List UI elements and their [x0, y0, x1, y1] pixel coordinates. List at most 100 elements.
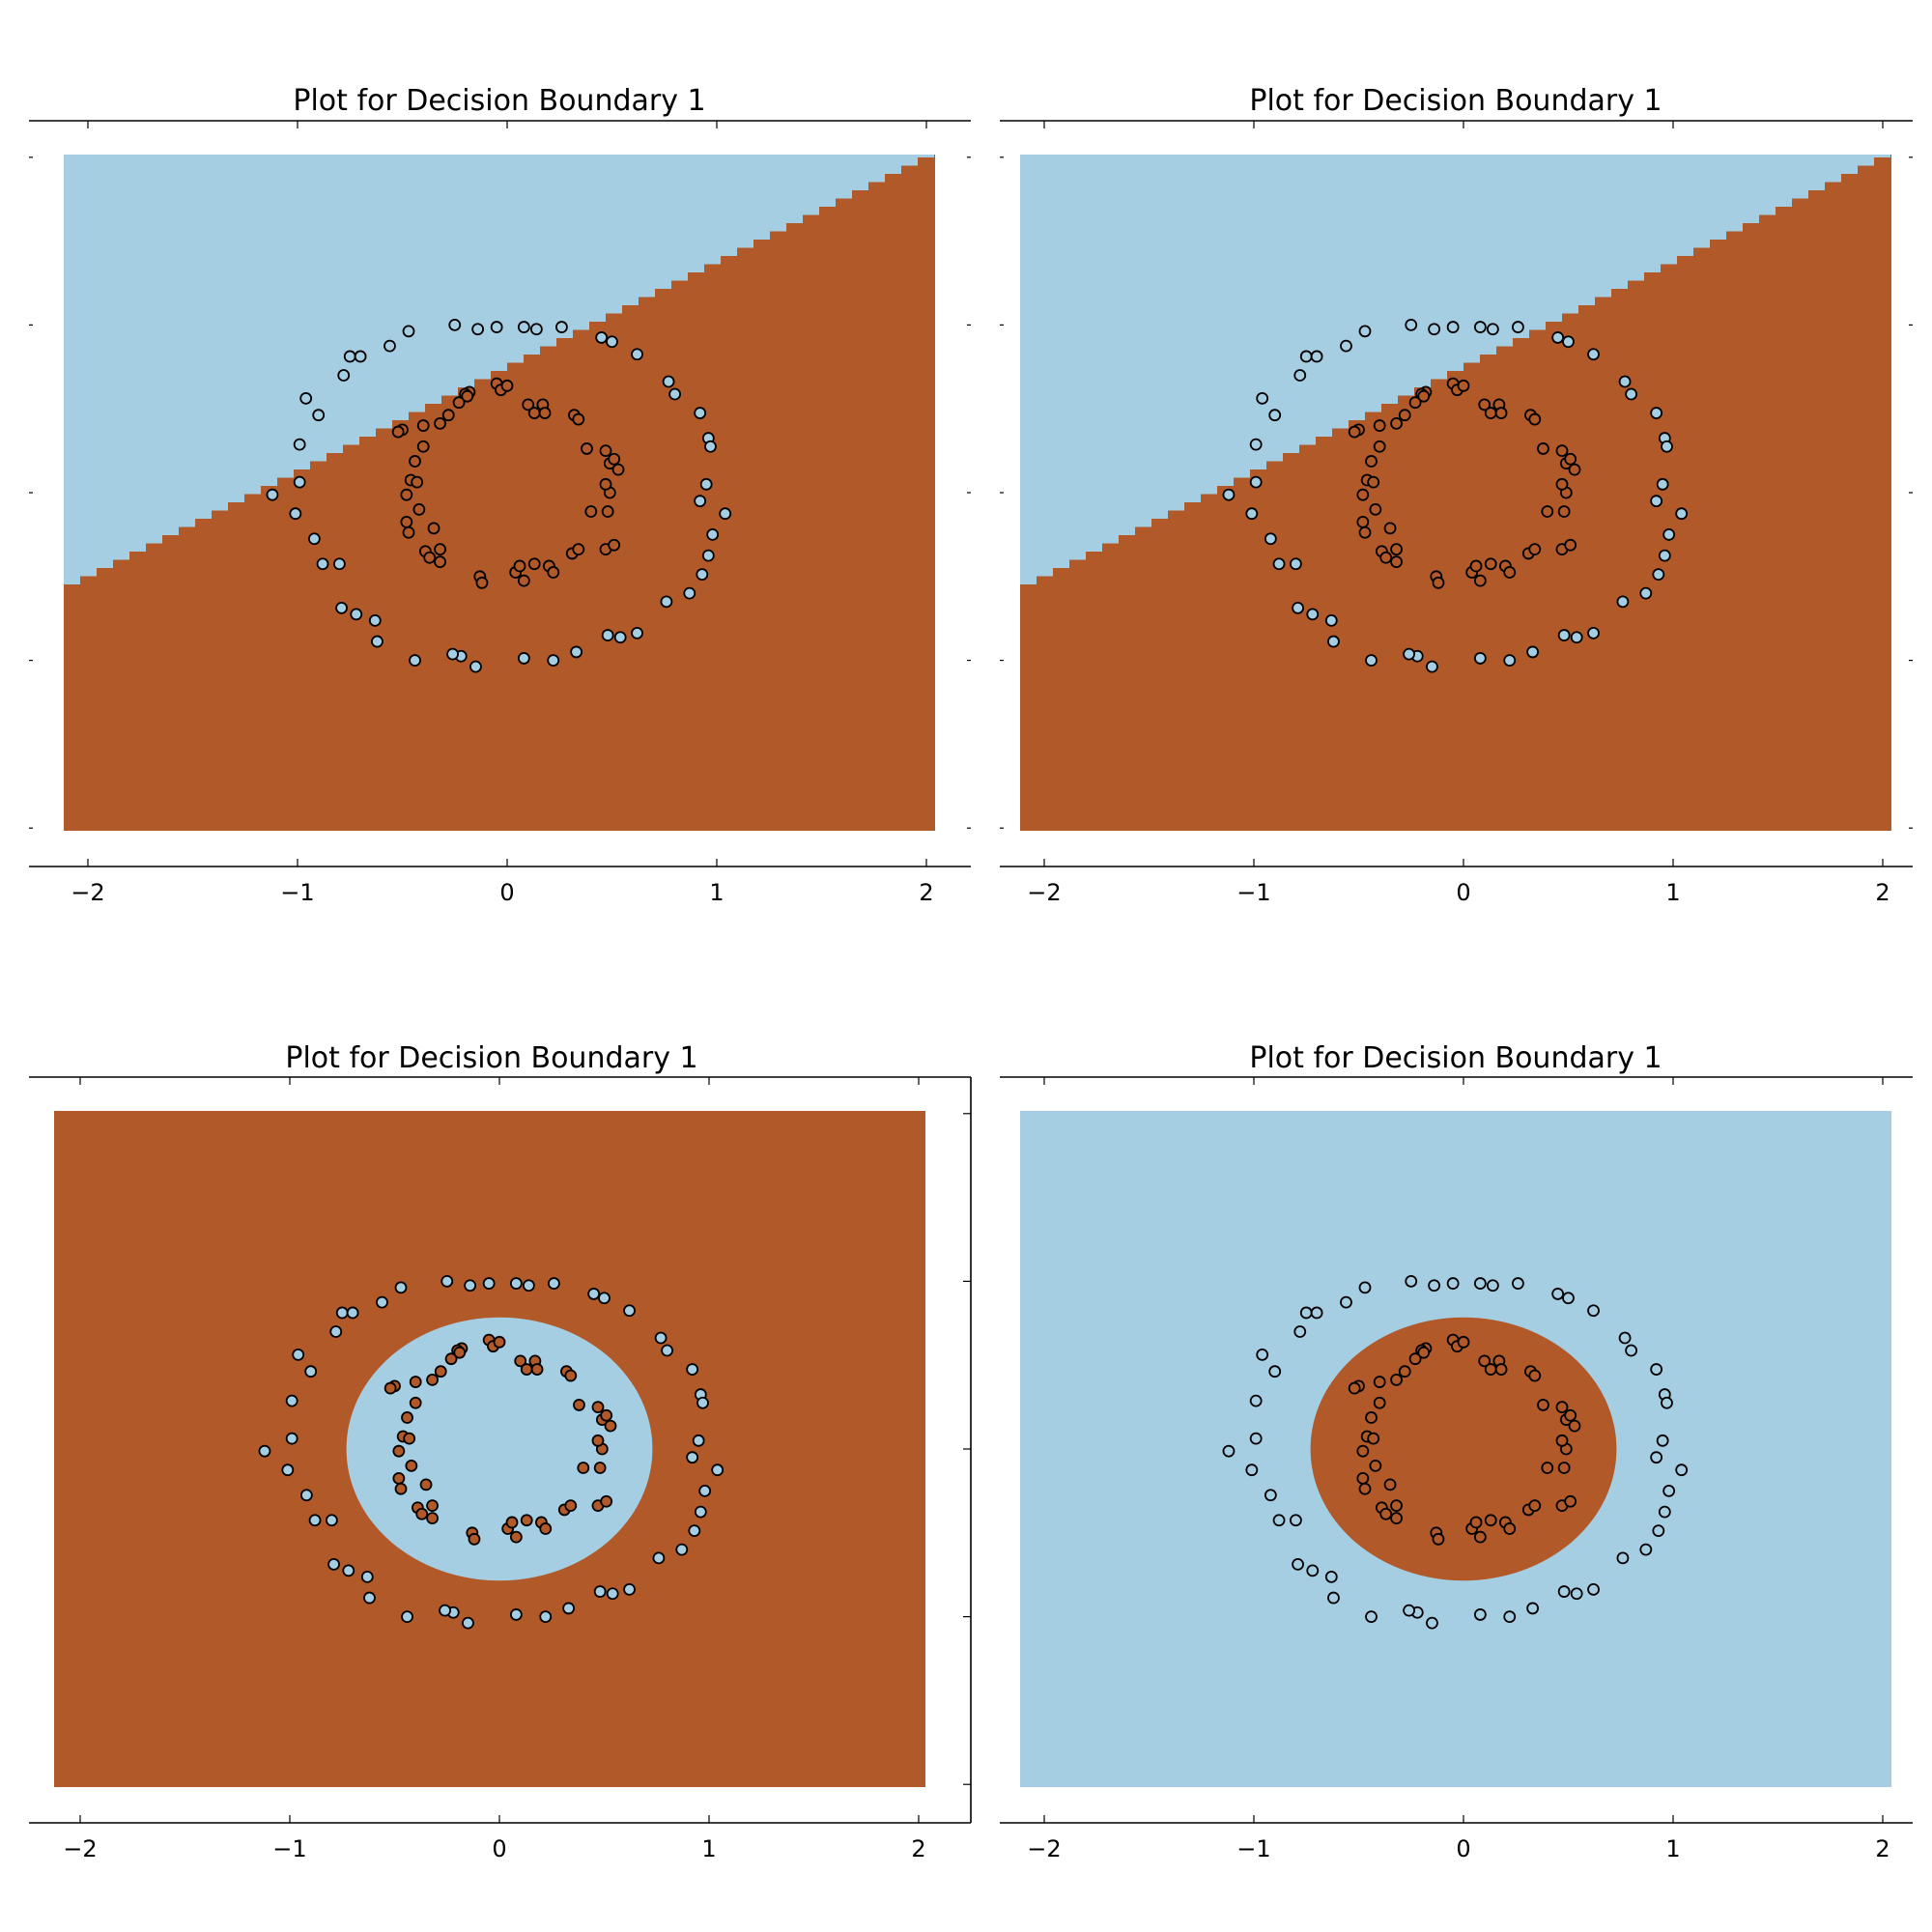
data-point-inner — [1390, 543, 1403, 555]
data-point-outer — [281, 1463, 295, 1477]
data-point-inner — [1555, 1401, 1569, 1413]
data-point-inner — [392, 1471, 406, 1485]
data-point-outer — [1557, 629, 1571, 641]
data-point-outer — [539, 1610, 553, 1623]
data-point-outer — [686, 1363, 699, 1376]
data-point-inner — [1557, 505, 1571, 518]
data-point-outer — [711, 1463, 724, 1477]
data-point-outer — [1324, 613, 1338, 627]
plot-area — [64, 155, 935, 831]
x-tick-label: −1 — [1236, 879, 1270, 906]
subplot-title: Plot for Decision Boundary 1 — [1249, 1041, 1662, 1075]
data-point-outer — [350, 608, 363, 621]
data-point-inner — [1564, 1494, 1577, 1508]
data-point-outer — [1658, 549, 1671, 562]
data-point-outer — [696, 568, 709, 582]
data-point-outer — [1473, 652, 1487, 665]
data-point-inner — [500, 379, 514, 392]
data-point-outer — [363, 1591, 376, 1605]
data-point-outer — [1570, 631, 1583, 644]
data-point-inner — [538, 407, 552, 419]
data-point-inner — [468, 1532, 481, 1546]
data-point-outer — [548, 1277, 560, 1290]
data-point-outer — [529, 323, 543, 336]
data-point-outer — [346, 1306, 359, 1320]
data-point-inner — [611, 463, 625, 476]
data-point-outer — [343, 350, 356, 363]
data-point-outer — [446, 647, 459, 661]
subplot-bottom-left: Plot for Decision Boundary 1 −2 −1 0 1 2 — [29, 1041, 972, 1862]
data-point-inner — [505, 1516, 519, 1529]
data-point-inner — [1541, 505, 1554, 518]
region-class-1 — [64, 155, 935, 831]
data-point-outer — [1551, 1288, 1565, 1300]
data-point-inner — [1373, 1396, 1386, 1409]
data-point-outer — [1306, 608, 1320, 621]
data-point-outer — [409, 654, 421, 667]
data-point-outer — [469, 660, 482, 673]
data-point-outer — [285, 1432, 298, 1445]
data-point-outer — [1264, 532, 1277, 546]
data-point-outer — [1327, 635, 1340, 648]
data-point-outer — [623, 1304, 636, 1318]
data-point-outer — [371, 635, 384, 648]
data-point-outer — [661, 1344, 673, 1357]
data-point-inner — [1390, 416, 1403, 430]
data-point-outer — [509, 1277, 523, 1290]
data-point-inner — [572, 412, 585, 426]
data-point-inner — [1503, 1522, 1517, 1535]
data-point-inner — [601, 505, 614, 518]
data-point-outer — [1249, 1394, 1263, 1407]
data-point-inner — [1383, 522, 1397, 535]
data-point-outer — [1512, 1277, 1524, 1290]
data-point-outer — [631, 626, 643, 639]
x-tick-label: −2 — [1027, 1835, 1061, 1862]
data-point-outer — [402, 325, 415, 338]
data-point-outer — [1340, 1295, 1352, 1309]
data-point-outer — [335, 601, 348, 614]
data-point-inner — [419, 1478, 433, 1492]
data-point-outer — [1306, 1564, 1320, 1577]
data-point-inner — [577, 1462, 590, 1474]
data-point-outer — [1473, 321, 1487, 333]
data-point-inner — [547, 566, 560, 579]
data-point-outer — [360, 1570, 374, 1583]
data-point-outer — [1272, 1514, 1286, 1527]
data-point-inner — [1568, 1419, 1581, 1433]
subplot-top-left: Plot for Decision Boundary 1 −2 −1 0 1 2 — [29, 84, 971, 906]
data-point-outer — [1310, 350, 1323, 363]
data-point-outer — [517, 652, 530, 665]
data-point-inner — [600, 1408, 613, 1422]
data-point-inner — [453, 1346, 467, 1359]
data-point-outer — [1256, 1348, 1269, 1361]
data-point-outer — [1428, 1279, 1441, 1293]
data-point-outer — [593, 1585, 607, 1598]
data-point-inner — [452, 396, 466, 410]
data-point-inner — [520, 1514, 533, 1527]
x-tick-label: 2 — [911, 1835, 925, 1862]
data-point-inner — [1457, 1335, 1470, 1349]
data-point-outer — [1245, 507, 1259, 521]
data-point-outer — [376, 1295, 388, 1309]
data-point-outer — [517, 321, 530, 333]
data-point-outer — [1222, 488, 1236, 501]
data-point-inner — [572, 543, 585, 555]
subplot-bottom-right: Plot for Decision Boundary 1 −2 −1 0 1 2 — [1000, 1041, 1913, 1862]
data-point-inner — [434, 416, 446, 430]
data-point-inner — [1478, 1354, 1492, 1368]
data-point-outer — [1562, 335, 1575, 349]
data-point-inner — [1379, 1507, 1393, 1520]
data-point-outer — [1587, 1582, 1600, 1596]
data-point-outer — [394, 1281, 408, 1294]
data-point-inner — [1432, 1532, 1445, 1546]
x-tick-label: 2 — [1875, 1835, 1889, 1862]
x-tick-label: −1 — [272, 1835, 306, 1862]
data-point-inner — [513, 559, 526, 573]
data-point-outer — [1292, 601, 1304, 614]
data-point-outer — [1256, 391, 1269, 405]
data-point-outer — [660, 595, 673, 609]
data-point-inner — [1373, 419, 1386, 432]
data-point-outer — [1650, 1363, 1663, 1376]
data-point-outer — [1358, 1281, 1372, 1294]
data-point-outer — [1618, 375, 1632, 388]
